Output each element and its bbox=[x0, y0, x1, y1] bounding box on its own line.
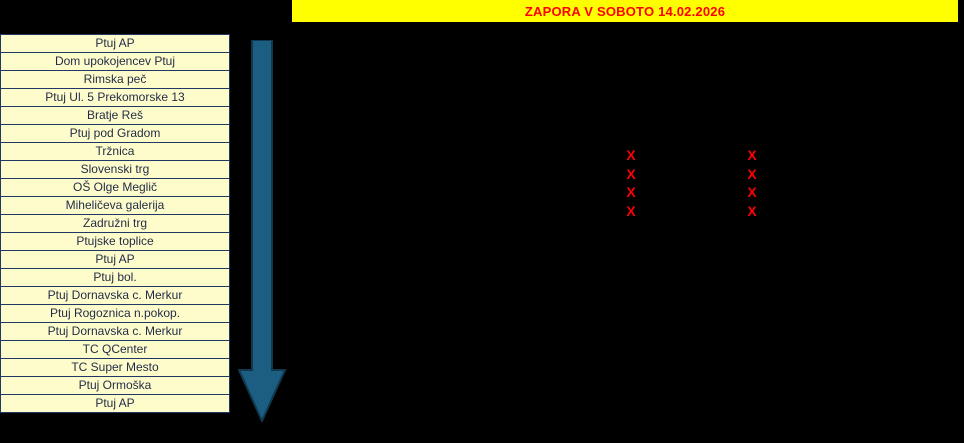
down-arrow-icon bbox=[237, 39, 287, 424]
table-row: TC QCenter bbox=[0, 340, 230, 359]
bus-stop-list: Ptuj AP Dom upokojencev Ptuj Rimska peč Ptu… bbox=[0, 34, 230, 413]
bus-stop-cell: Bratje Reš bbox=[0, 106, 230, 125]
bus-stop-cell: Ptuj AP bbox=[0, 394, 230, 413]
closure-x-icon: X bbox=[747, 203, 757, 219]
closure-x-icon: X bbox=[626, 203, 636, 219]
table-row: Bratje Reš bbox=[0, 106, 230, 125]
bus-stop-cell: Ptuj Ormoška bbox=[0, 376, 230, 395]
closure-x-icon: X bbox=[626, 184, 636, 200]
bus-stop-cell: Slovenski trg bbox=[0, 160, 230, 179]
closure-x-icon: X bbox=[747, 166, 757, 182]
table-row: Ptuj Dornavska c. Merkur bbox=[0, 322, 230, 341]
table-row: Ptuj Ul. 5 Prekomorske 13 bbox=[0, 88, 230, 107]
table-row: Rimska peč bbox=[0, 70, 230, 89]
bus-stop-cell: Ptujske toplice bbox=[0, 232, 230, 251]
table-row: Ptuj Rogoznica n.pokop. bbox=[0, 304, 230, 323]
closure-banner: ZAPORA V SOBOTO 14.02.2026 bbox=[292, 0, 958, 22]
table-row: Ptuj pod Gradom bbox=[0, 124, 230, 143]
table-row: OŠ Olge Meglič bbox=[0, 178, 230, 197]
bus-stop-cell: Ptuj AP bbox=[0, 250, 230, 269]
closure-x-icon: X bbox=[626, 147, 636, 163]
bus-stop-cell: Rimska peč bbox=[0, 70, 230, 89]
bus-stop-cell: OŠ Olge Meglič bbox=[0, 178, 230, 197]
bus-stop-cell: Ptuj pod Gradom bbox=[0, 124, 230, 143]
table-row: Ptuj AP bbox=[0, 34, 230, 53]
table-row: Miheličeva galerija bbox=[0, 196, 230, 215]
table-row: Ptujske toplice bbox=[0, 232, 230, 251]
bus-stop-cell: Zadružni trg bbox=[0, 214, 230, 233]
bus-stop-cell: Ptuj Dornavska c. Merkur bbox=[0, 322, 230, 341]
table-row: Ptuj AP bbox=[0, 394, 230, 413]
table-row: Ptuj Ormoška bbox=[0, 376, 230, 395]
bus-stop-cell: Ptuj Rogoznica n.pokop. bbox=[0, 304, 230, 323]
table-row: Slovenski trg bbox=[0, 160, 230, 179]
route-direction-arrow bbox=[237, 39, 287, 424]
closure-x-icon: X bbox=[747, 184, 757, 200]
bus-stop-cell: TC QCenter bbox=[0, 340, 230, 359]
table-row: TC Super Mesto bbox=[0, 358, 230, 377]
bus-stop-cell: Ptuj AP bbox=[0, 34, 230, 53]
table-row: Ptuj AP bbox=[0, 250, 230, 269]
table-row: Dom upokojencev Ptuj bbox=[0, 52, 230, 71]
bus-stop-cell: Dom upokojencev Ptuj bbox=[0, 52, 230, 71]
table-row: Ptuj Dornavska c. Merkur bbox=[0, 286, 230, 305]
table-row: Ptuj bol. bbox=[0, 268, 230, 287]
closure-x-icon: X bbox=[626, 166, 636, 182]
table-row: Tržnica bbox=[0, 142, 230, 161]
bus-stop-cell: TC Super Mesto bbox=[0, 358, 230, 377]
banner-title: ZAPORA V SOBOTO 14.02.2026 bbox=[524, 3, 726, 19]
bus-stop-cell: Miheličeva galerija bbox=[0, 196, 230, 215]
table-row: Zadružni trg bbox=[0, 214, 230, 233]
bus-stop-cell: Tržnica bbox=[0, 142, 230, 161]
bus-stop-cell: Ptuj bol. bbox=[0, 268, 230, 287]
bus-stop-cell: Ptuj Dornavska c. Merkur bbox=[0, 286, 230, 305]
bus-stop-cell: Ptuj Ul. 5 Prekomorske 13 bbox=[0, 88, 230, 107]
closure-x-icon: X bbox=[747, 147, 757, 163]
